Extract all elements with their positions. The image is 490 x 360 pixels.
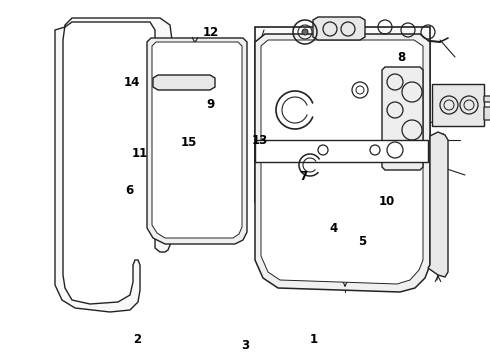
Text: 11: 11 [131,147,148,159]
Text: 12: 12 [202,26,219,39]
Bar [255,27,430,202]
Text: 9: 9 [207,98,215,111]
Polygon shape [152,42,242,238]
Polygon shape [484,107,490,120]
Text: 2: 2 [133,333,141,346]
Text: 4: 4 [329,222,337,235]
Polygon shape [147,38,247,244]
Text: 6: 6 [126,184,134,197]
Text: 1: 1 [310,333,318,346]
Polygon shape [484,96,490,102]
Polygon shape [313,17,365,40]
Text: 8: 8 [398,51,406,64]
Text: 15: 15 [180,136,197,149]
Polygon shape [428,132,448,277]
Text: 3: 3 [241,339,249,352]
Circle shape [302,29,308,35]
Text: 5: 5 [359,235,367,248]
Polygon shape [55,18,172,312]
Polygon shape [382,67,423,170]
Polygon shape [255,34,430,292]
Polygon shape [153,75,215,90]
Text: 14: 14 [124,76,141,89]
Text: 13: 13 [251,134,268,147]
Bar [255,140,428,162]
Text: 10: 10 [379,195,395,208]
Text: 7: 7 [300,170,308,183]
Polygon shape [261,40,423,284]
Bar [432,84,484,126]
